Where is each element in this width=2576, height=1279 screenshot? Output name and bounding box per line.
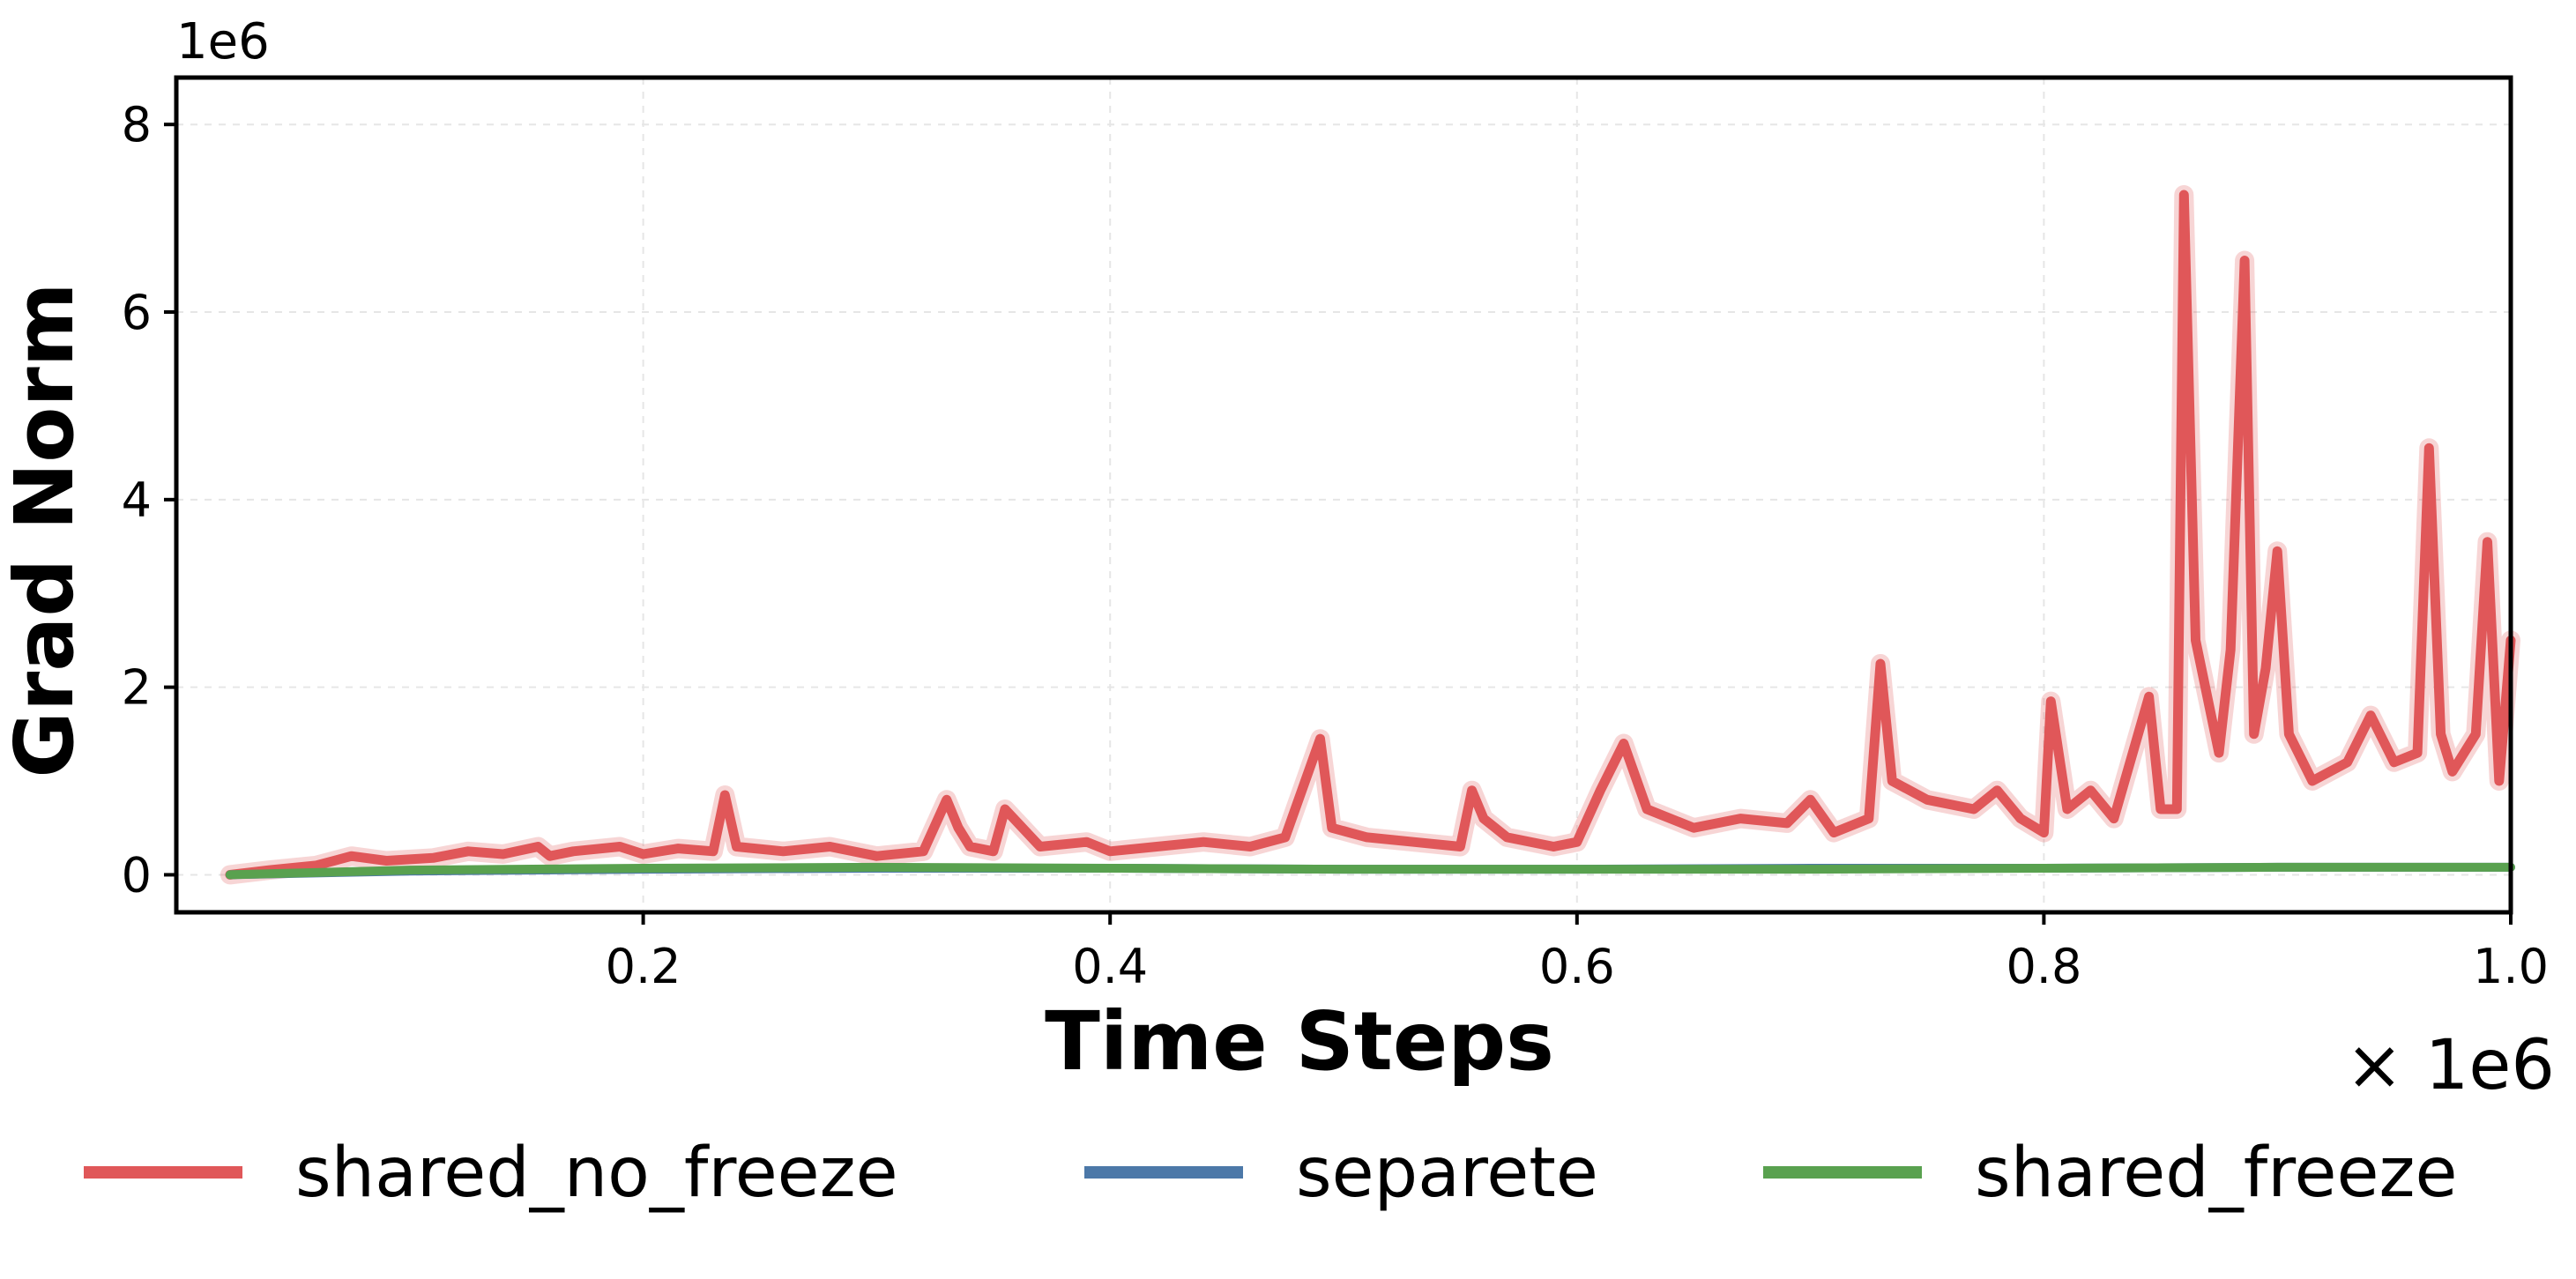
x-tick-label: 0.8 (2006, 939, 2081, 994)
y-tick-label: 2 (122, 660, 152, 716)
y-axis-title: Grad Norm (0, 282, 92, 777)
x-tick-label: 0.4 (1072, 939, 1148, 994)
plot-frame (174, 75, 2513, 915)
legend: shared_no_freeze separete shared_freeze (84, 1134, 2457, 1213)
x-tick-label: 0.2 (606, 939, 681, 994)
plot-series (220, 185, 2520, 885)
y-tick-label: 8 (122, 97, 152, 152)
axis-ticks: 0.2 0.4 0.6 0.8 1.0 0 2 4 6 8 (122, 97, 2549, 994)
y-tick-label: 4 (122, 472, 152, 528)
legend-label-separete: separete (1296, 1134, 1598, 1213)
legend-label-shared_freeze: shared_freeze (1975, 1134, 2457, 1213)
x-axis-title: Time Steps (1045, 994, 1554, 1089)
x-tick-label: 1.0 (2473, 939, 2549, 994)
x-tick-label: 0.6 (1539, 939, 1615, 994)
x-axis-scale-label: × 1e6 (2346, 1026, 2555, 1105)
series-line-shared_no_freeze (225, 190, 2516, 880)
y-axis-scale-label: 1e6 (176, 13, 270, 71)
series-line-shared_freeze (225, 862, 2515, 880)
y-tick-label: 0 (122, 847, 152, 903)
series-band-0 (220, 185, 2520, 885)
legend-label-shared_no_freeze: shared_no_freeze (295, 1134, 898, 1213)
y-tick-label: 6 (122, 285, 152, 340)
